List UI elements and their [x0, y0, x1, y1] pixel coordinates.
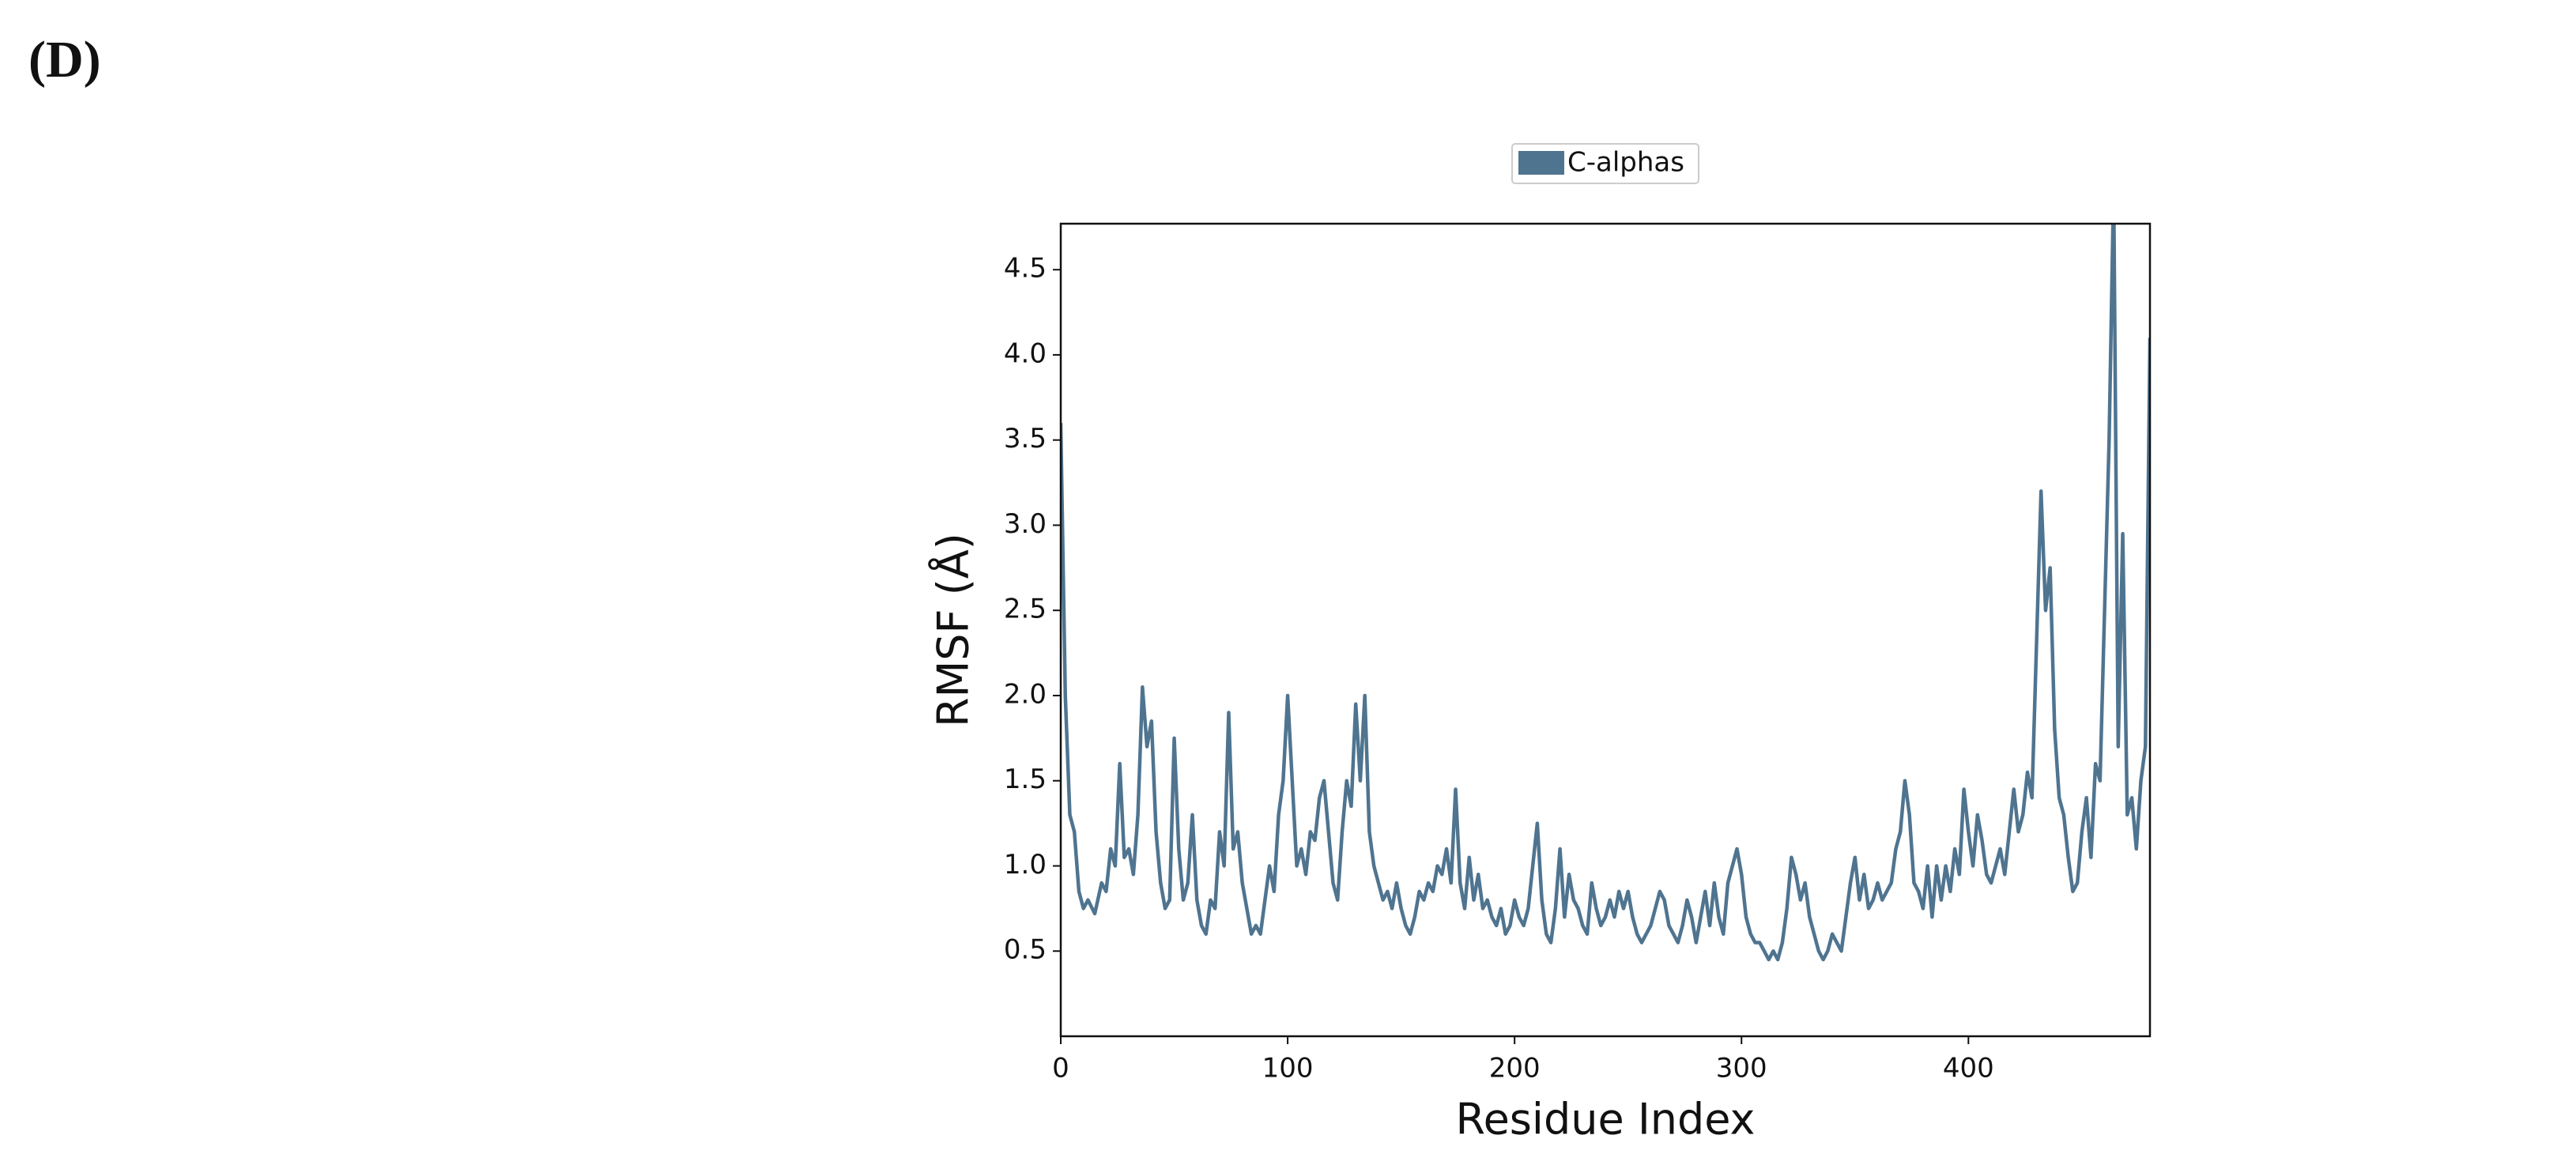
- legend: C-alphas: [1511, 143, 1699, 184]
- x-tick-label: 0: [1052, 1053, 1069, 1084]
- y-tick-label: 3.5: [1004, 423, 1047, 454]
- y-tick-label: 2.0: [1004, 678, 1047, 710]
- legend-swatch: [1518, 151, 1564, 175]
- x-tick-label: 100: [1262, 1053, 1314, 1084]
- axes: 0.5 1.0 1.5 2.0 2.5 3.0 3.5 4.0 4.5 0 100 200 300 400…: [928, 143, 2152, 1145]
- y-tick-label: 2.5: [1004, 594, 1047, 625]
- y-tick-label: 3.0: [1004, 508, 1047, 540]
- x-tick-label: 300: [1716, 1053, 1767, 1084]
- x-tick-label: 400: [1943, 1053, 1994, 1084]
- y-tick-label: 1.0: [1004, 849, 1047, 881]
- y-axis-label: RMSF (Å): [928, 533, 979, 727]
- panel-label: (D): [28, 31, 101, 89]
- y-tick-label: 4.5: [1004, 253, 1047, 285]
- data-line: [1061, 224, 2150, 962]
- y-tick-label: 0.5: [1004, 934, 1047, 966]
- x-tick-label: 200: [1489, 1053, 1541, 1084]
- plot-frame: [1059, 222, 2152, 1038]
- legend-label: C-alphas: [1567, 147, 1684, 179]
- y-tick-label: 1.5: [1004, 764, 1047, 795]
- x-axis-label: Residue Index: [1455, 1095, 1755, 1145]
- y-tick-label: 4.0: [1004, 338, 1047, 369]
